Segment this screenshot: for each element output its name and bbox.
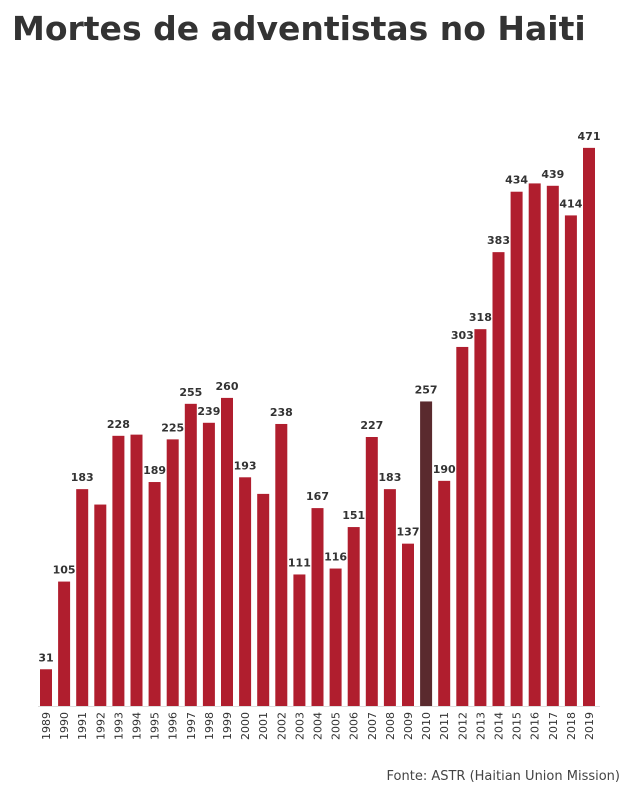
bar bbox=[94, 504, 107, 706]
x-tick-label: 2008 bbox=[384, 712, 397, 740]
value-label: 238 bbox=[270, 406, 293, 419]
bar bbox=[456, 346, 469, 706]
bar bbox=[383, 489, 396, 706]
x-tick-label: 2001 bbox=[257, 712, 270, 740]
bar bbox=[583, 147, 595, 707]
bar bbox=[275, 423, 288, 706]
value-label: 239 bbox=[197, 405, 220, 418]
bar bbox=[438, 480, 451, 706]
x-tick-label: 2012 bbox=[456, 712, 469, 740]
value-label: 257 bbox=[415, 383, 438, 396]
value-label: 167 bbox=[306, 490, 329, 503]
bar bbox=[420, 401, 433, 706]
x-tick-label: 1992 bbox=[94, 712, 107, 740]
bar bbox=[40, 669, 52, 706]
value-label: 255 bbox=[179, 386, 202, 399]
x-tick-label: 2017 bbox=[547, 712, 560, 740]
bar bbox=[202, 422, 215, 706]
value-label: 414 bbox=[559, 197, 582, 210]
value-label: 471 bbox=[578, 130, 601, 143]
value-label: 303 bbox=[451, 329, 474, 342]
value-label: 260 bbox=[216, 380, 239, 393]
bar bbox=[148, 482, 161, 706]
value-label: 137 bbox=[397, 526, 420, 539]
x-tick-label: 2013 bbox=[474, 712, 487, 740]
x-tick-label: 1995 bbox=[149, 712, 162, 740]
bar bbox=[311, 508, 324, 706]
x-tick-label: 1991 bbox=[76, 712, 89, 740]
x-tick-label: 1989 bbox=[40, 712, 53, 740]
bar bbox=[58, 581, 71, 706]
bar bbox=[564, 215, 577, 706]
x-tick-label: 2004 bbox=[312, 712, 325, 740]
bar bbox=[76, 489, 89, 706]
x-tick-label: 1999 bbox=[221, 712, 234, 740]
bar bbox=[257, 493, 270, 706]
x-tick-label: 2000 bbox=[239, 712, 252, 740]
value-label: 434 bbox=[505, 174, 528, 187]
bar bbox=[239, 477, 252, 706]
x-tick-label: 1996 bbox=[167, 712, 180, 740]
bar bbox=[492, 252, 505, 706]
x-tick-label: 2010 bbox=[420, 712, 433, 740]
value-label: 183 bbox=[71, 471, 94, 484]
bar bbox=[546, 185, 559, 706]
x-tick-label: 2009 bbox=[402, 712, 415, 740]
x-tick-label: 2015 bbox=[511, 712, 524, 740]
bar bbox=[365, 437, 378, 706]
x-tick-label: 2006 bbox=[348, 712, 361, 740]
x-tick-label: 2019 bbox=[583, 712, 596, 740]
value-label: 151 bbox=[342, 509, 365, 522]
bar bbox=[528, 183, 541, 707]
value-label: 318 bbox=[469, 311, 492, 324]
x-tick-label: 2018 bbox=[565, 712, 578, 740]
x-tick-label: 2014 bbox=[493, 712, 506, 740]
value-label: 31 bbox=[38, 651, 53, 664]
bar bbox=[510, 191, 523, 706]
x-tick-label: 2011 bbox=[438, 712, 451, 740]
bar bbox=[112, 435, 125, 706]
x-tick-label: 1998 bbox=[203, 712, 216, 740]
source: Fonte: ASTR (Haitian Union Mission) bbox=[387, 769, 620, 784]
bar bbox=[221, 397, 233, 706]
bar bbox=[474, 329, 487, 706]
bar bbox=[130, 434, 143, 706]
bar bbox=[166, 439, 179, 706]
x-tick-label: 2003 bbox=[293, 712, 306, 740]
value-label: 105 bbox=[53, 564, 76, 577]
value-label: 227 bbox=[360, 419, 383, 432]
value-label: 383 bbox=[487, 234, 510, 247]
bar bbox=[347, 527, 360, 706]
bar bbox=[402, 543, 414, 706]
x-tick-label: 2016 bbox=[529, 712, 542, 740]
x-tick-label: 2002 bbox=[275, 712, 288, 740]
x-tick-label: 1997 bbox=[185, 712, 198, 740]
value-label: 190 bbox=[433, 463, 456, 476]
x-tick-label: 1990 bbox=[58, 712, 71, 740]
x-tick-label: 2005 bbox=[330, 712, 343, 740]
x-tick-label: 1993 bbox=[112, 712, 125, 740]
value-label: 439 bbox=[541, 168, 564, 181]
value-label: 183 bbox=[378, 471, 401, 484]
value-label: 193 bbox=[234, 459, 257, 472]
value-label: 189 bbox=[143, 464, 166, 477]
x-tick-label: 1994 bbox=[131, 712, 144, 740]
value-label: 111 bbox=[288, 556, 311, 569]
bar bbox=[329, 568, 342, 706]
bar bbox=[293, 574, 306, 706]
value-label: 116 bbox=[324, 551, 347, 564]
bar bbox=[184, 403, 197, 706]
chart-title: Mortes de adventistas no Haiti bbox=[12, 9, 586, 48]
value-label: 225 bbox=[161, 421, 184, 434]
x-tick-label: 2007 bbox=[366, 712, 379, 740]
value-label: 228 bbox=[107, 418, 130, 431]
